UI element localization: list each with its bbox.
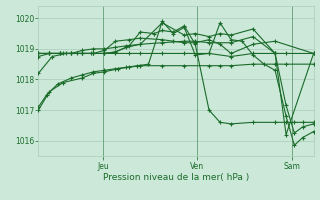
X-axis label: Pression niveau de la mer( hPa ): Pression niveau de la mer( hPa ) — [103, 173, 249, 182]
